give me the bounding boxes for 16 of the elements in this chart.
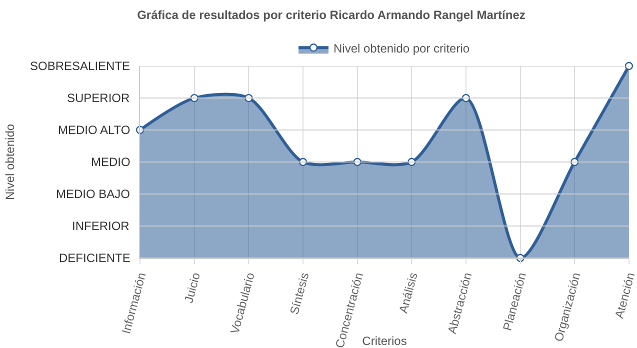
ref-line-label: MEDIO — [91, 155, 130, 169]
text: Nivel obtenido — [3, 124, 17, 200]
chart-title: Gráfica de resultados por criterio Ricardo Armando Rangel Martínez — [137, 8, 526, 22]
x-tick-label: Atención — [612, 271, 637, 320]
ref-line-label: SUPERIOR — [67, 91, 130, 105]
ref-line-label: MEDIO ALTO — [58, 123, 130, 137]
x-tick-label: Juicio — [182, 270, 204, 304]
point — [624, 62, 634, 70]
x-tick-label: Síntesis — [287, 271, 312, 316]
ref-line-label: SOBRESALIENTE — [30, 59, 130, 73]
legend-label: Nivel obtenido por criterio — [334, 41, 470, 56]
ref-line-label: DEFICIENTE — [59, 251, 130, 265]
x-tick-label: Análisis — [396, 271, 420, 315]
x-axis-title: Criterios — [362, 334, 407, 348]
ref-line-label: MEDIO BAJO — [56, 187, 130, 201]
ref-line-label: INFERIOR — [72, 219, 130, 233]
